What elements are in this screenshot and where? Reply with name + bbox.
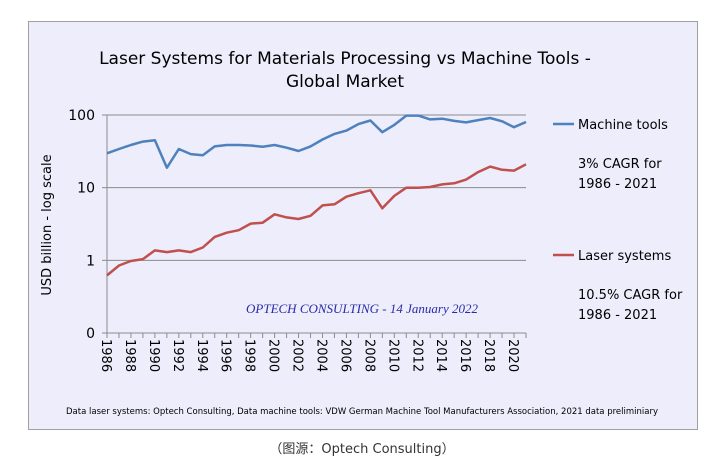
x-tick-label: 1994 xyxy=(194,339,209,372)
chart-footnote: Data laser systems: Optech Consulting, D… xyxy=(66,407,658,417)
x-tick-label: 2016 xyxy=(457,339,472,372)
series-line-laser-systems xyxy=(106,163,527,277)
x-tick-label: 1998 xyxy=(242,339,257,372)
series-line-machine-tools xyxy=(106,114,527,169)
cagr-note: 3% CAGR for xyxy=(578,157,662,172)
x-tick-label: 2000 xyxy=(266,339,281,372)
x-tick-label: 2008 xyxy=(361,339,376,372)
chart-title-line2: Global Market xyxy=(286,72,404,92)
x-tick-label: 1992 xyxy=(170,339,185,372)
y-tick-label: 100 xyxy=(68,108,95,124)
x-tick-label: 2020 xyxy=(505,339,520,372)
x-tick-label: 2002 xyxy=(290,339,305,372)
x-tick-label: 1988 xyxy=(122,339,137,372)
x-tick-label: 1996 xyxy=(218,339,233,372)
image-caption: （图源：Optech Consulting） xyxy=(269,442,455,457)
x-tick-label: 2006 xyxy=(337,339,352,372)
x-tick-label: 2004 xyxy=(313,339,328,372)
x-tick-label: 1986 xyxy=(98,339,113,372)
y-axis-label: USD billion - log scale xyxy=(40,154,55,295)
x-tick-label: 1990 xyxy=(146,339,161,372)
cagr-note: 10.5% CAGR for xyxy=(578,288,683,303)
x-tick-label: 2018 xyxy=(481,339,496,372)
y-tick-label: 1 xyxy=(86,253,95,269)
cagr-note: 1986 - 2021 xyxy=(578,177,657,192)
chart-frame xyxy=(28,21,698,430)
y-tick-label: 0 xyxy=(86,326,95,342)
x-tick-label: 2010 xyxy=(385,339,400,372)
chart-annotation: OPTECH CONSULTING - 14 January 2022 xyxy=(246,301,478,316)
chart-title-line1: Laser Systems for Materials Processing v… xyxy=(99,49,591,69)
legend-label: Machine tools xyxy=(578,118,668,133)
y-tick-label: 10 xyxy=(77,181,95,197)
cagr-note: 1986 - 2021 xyxy=(578,308,657,323)
legend-label: Laser systems xyxy=(578,249,671,264)
x-tick-label: 2012 xyxy=(409,339,424,372)
x-tick-label: 2014 xyxy=(433,339,448,372)
